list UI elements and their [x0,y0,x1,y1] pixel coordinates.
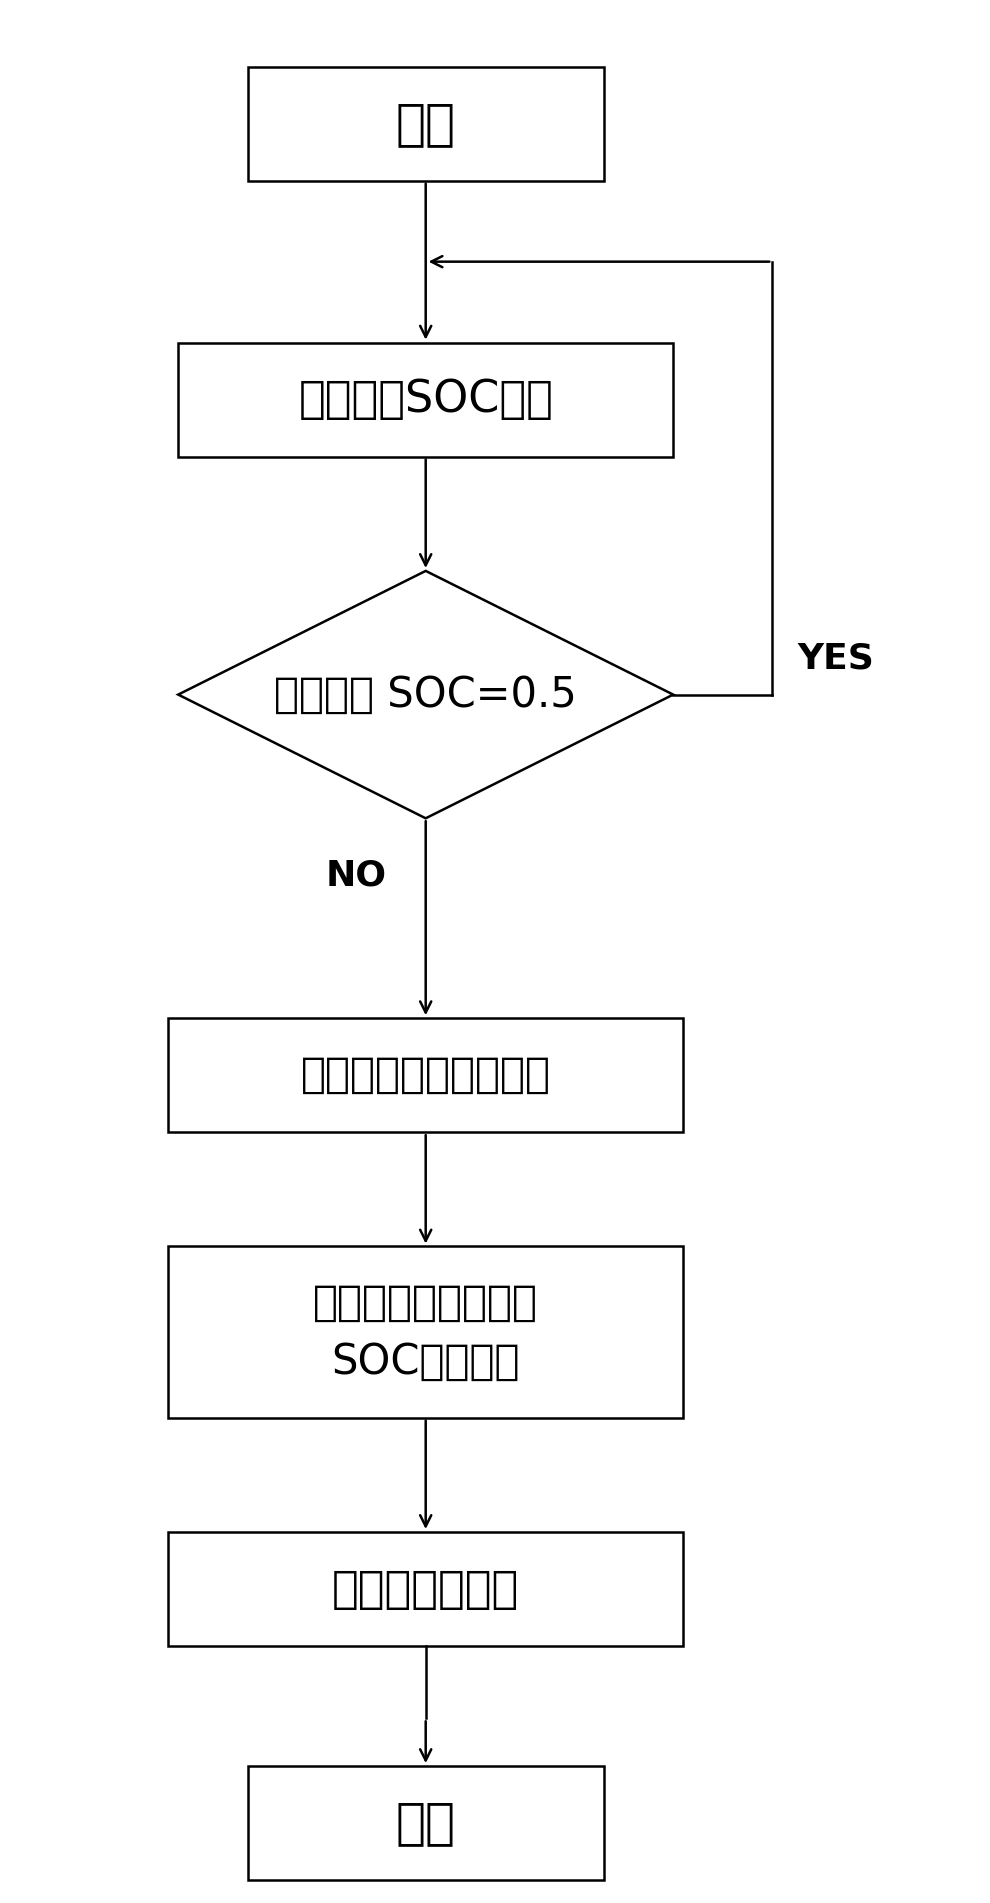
FancyBboxPatch shape [248,1766,604,1880]
Text: 开始: 开始 [396,99,455,148]
FancyBboxPatch shape [248,67,604,181]
Polygon shape [178,571,673,818]
FancyBboxPatch shape [168,1246,683,1418]
Text: 蓄电池组各电池单元
SOC估算排序: 蓄电池组各电池单元 SOC估算排序 [313,1283,539,1382]
Text: YES: YES [797,641,874,676]
Text: NO: NO [326,858,387,893]
FancyBboxPatch shape [178,343,673,457]
Text: 超级电容 SOC=0.5: 超级电容 SOC=0.5 [274,674,577,716]
FancyBboxPatch shape [168,1532,683,1646]
Text: 结束: 结束 [396,1798,455,1848]
FancyBboxPatch shape [168,1018,683,1132]
Text: 确定投切的蓄电池组数: 确定投切的蓄电池组数 [301,1054,550,1096]
Text: 蓄电池组的选择: 蓄电池组的选择 [332,1568,520,1610]
Text: 超级电容SOC估算: 超级电容SOC估算 [298,379,553,421]
